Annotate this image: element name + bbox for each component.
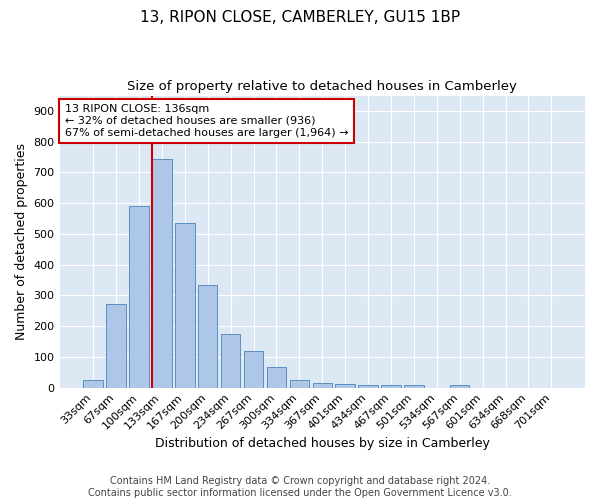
Bar [335, 384, 355, 388]
Text: 13, RIPON CLOSE, CAMBERLEY, GU15 1BP: 13, RIPON CLOSE, CAMBERLEY, GU15 1BP [140, 10, 460, 25]
Bar [267, 367, 286, 388]
Text: 13 RIPON CLOSE: 136sqm
← 32% of detached houses are smaller (936)
67% of semi-de: 13 RIPON CLOSE: 136sqm ← 32% of detached… [65, 104, 348, 138]
X-axis label: Distribution of detached houses by size in Camberley: Distribution of detached houses by size … [155, 437, 490, 450]
Bar [129, 206, 149, 388]
Bar [244, 351, 263, 388]
Bar [106, 304, 126, 388]
Bar [450, 384, 469, 388]
Bar [83, 380, 103, 388]
Bar [198, 284, 217, 388]
Y-axis label: Number of detached properties: Number of detached properties [15, 143, 28, 340]
Bar [152, 158, 172, 388]
Title: Size of property relative to detached houses in Camberley: Size of property relative to detached ho… [127, 80, 517, 93]
Bar [290, 380, 309, 388]
Bar [358, 384, 378, 388]
Bar [221, 334, 241, 388]
Bar [313, 383, 332, 388]
Bar [381, 385, 401, 388]
Text: Contains HM Land Registry data © Crown copyright and database right 2024.
Contai: Contains HM Land Registry data © Crown c… [88, 476, 512, 498]
Bar [404, 385, 424, 388]
Bar [175, 222, 194, 388]
